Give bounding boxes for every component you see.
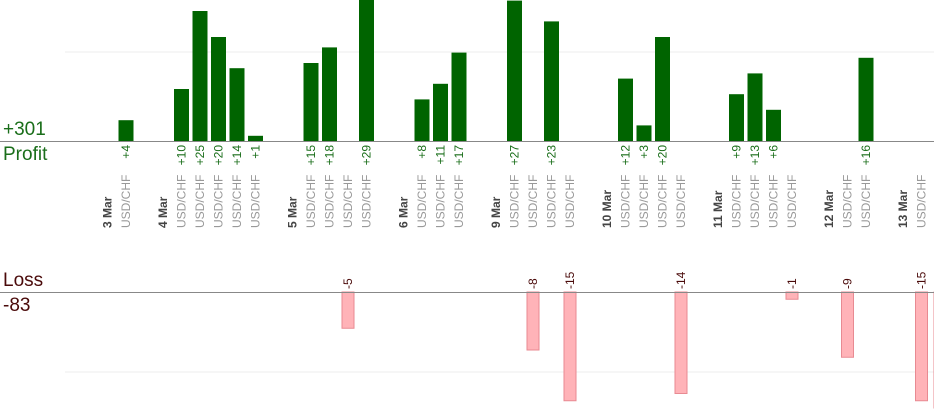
loss-bar <box>915 291 928 402</box>
profit-bar <box>618 78 633 141</box>
pair-label: USD/CHF <box>748 175 762 228</box>
pair-label: USD/CHF <box>452 175 466 228</box>
loss-bar <box>563 291 577 402</box>
profit-bar <box>747 73 763 141</box>
profit-value-label: +29 <box>360 145 374 166</box>
profit-bar <box>322 47 337 141</box>
profit-value-label: +4 <box>119 145 133 159</box>
pair-label: USD/CHF <box>304 175 318 228</box>
profit-bar <box>729 94 744 141</box>
date-label: 6 Mar <box>397 196 411 228</box>
date-label: 12 Mar <box>822 190 836 228</box>
loss-bar <box>526 291 540 351</box>
profit-bar <box>451 52 467 141</box>
profit-bar <box>211 37 226 141</box>
pair-label: USD/CHF <box>859 175 873 228</box>
pair-label: USD/CHF <box>212 175 226 228</box>
profit-bar <box>303 63 319 141</box>
pair-label: USD/CHF <box>785 175 799 228</box>
pair-label: USD/CHF <box>119 175 133 228</box>
pair-label: USD/CHF <box>915 175 929 228</box>
profit-value-label: +14 <box>230 145 244 166</box>
profit-bar <box>507 0 522 141</box>
profit-value-label: +17 <box>452 145 466 166</box>
loss-value-label: -9 <box>841 278 855 289</box>
pair-label: USD/CHF <box>415 175 429 228</box>
pair-label: USD/CHF <box>656 175 670 228</box>
loss-value-label: -8 <box>526 278 540 289</box>
loss-bar <box>674 291 688 394</box>
profit-value-label: +18 <box>323 145 337 166</box>
profit-bar <box>118 120 134 141</box>
loss-value-label: -1 <box>785 278 799 289</box>
date-label: 11 Mar <box>711 190 725 228</box>
pair-label: USD/CHF <box>841 175 855 228</box>
profit-bar <box>544 21 559 141</box>
profit-bar <box>433 83 448 141</box>
profit-value-label: +20 <box>656 145 670 166</box>
date-label: 10 Mar <box>600 190 614 228</box>
profit-bar <box>248 135 263 141</box>
profit-value-label: +20 <box>212 145 226 166</box>
date-label: 4 Mar <box>156 196 170 228</box>
pair-label: USD/CHF <box>360 175 374 228</box>
profit-value-label: +6 <box>767 145 781 159</box>
profit-value-label: +16 <box>859 145 873 166</box>
loss-value-label: -15 <box>915 271 929 289</box>
loss-bar <box>341 291 355 329</box>
profit-value-label: +9 <box>730 145 744 159</box>
profit-bar <box>858 57 874 141</box>
profit-value-label: +13 <box>748 145 762 166</box>
profit-value-label: +10 <box>175 145 189 166</box>
pair-label: USD/CHF <box>619 175 633 228</box>
profit-bar <box>174 89 189 141</box>
profit-value-label: +27 <box>508 145 522 166</box>
loss-label: Loss <box>3 270 44 291</box>
profit-bar <box>359 0 374 142</box>
date-label: 9 Mar <box>489 196 503 228</box>
pair-label: USD/CHF <box>730 175 744 228</box>
profit-value-label: +25 <box>193 145 207 166</box>
profit-bar <box>414 99 430 141</box>
pair-label: USD/CHF <box>767 175 781 228</box>
profit-bar <box>636 125 652 141</box>
profit-value-label: +3 <box>637 145 651 159</box>
pair-label: USD/CHF <box>674 175 688 228</box>
date-label: 5 Mar <box>286 196 300 228</box>
profit-label: Profit <box>3 144 48 165</box>
pair-label: USD/CHF <box>545 175 559 228</box>
loss-bar <box>841 291 854 358</box>
loss-bar <box>785 291 799 300</box>
profit-value-label: +8 <box>415 145 429 159</box>
profit-total: +301 <box>3 119 46 140</box>
pair-label: USD/CHF <box>175 175 189 228</box>
profit-value-label: +23 <box>545 145 559 166</box>
profit-value-label: +11 <box>434 145 448 165</box>
pair-label: USD/CHF <box>637 175 651 228</box>
pair-label: USD/CHF <box>323 175 337 228</box>
pair-label: USD/CHF <box>230 175 244 228</box>
pair-label: USD/CHF <box>193 175 207 228</box>
pair-label: USD/CHF <box>434 175 448 228</box>
date-label: 13 Mar <box>896 190 910 228</box>
loss-value-label: -5 <box>341 278 355 289</box>
pair-label: USD/CHF <box>341 175 355 228</box>
date-label: 3 Mar <box>101 196 115 228</box>
loss-total: -83 <box>3 295 31 316</box>
loss-value-label: -14 <box>674 271 688 289</box>
profit-value-label: +15 <box>304 145 318 166</box>
loss-value-label: -15 <box>563 271 577 289</box>
pair-label: USD/CHF <box>563 175 577 228</box>
pair-label: USD/CHF <box>526 175 540 228</box>
pair-label: USD/CHF <box>508 175 522 228</box>
profit-bar <box>192 11 208 141</box>
pair-label: USD/CHF <box>249 175 263 228</box>
profit-bar <box>655 37 670 141</box>
profit-value-label: +1 <box>249 145 263 159</box>
profit-bar <box>229 68 245 141</box>
profit-value-label: +12 <box>619 145 633 166</box>
profit-bar <box>766 109 781 141</box>
